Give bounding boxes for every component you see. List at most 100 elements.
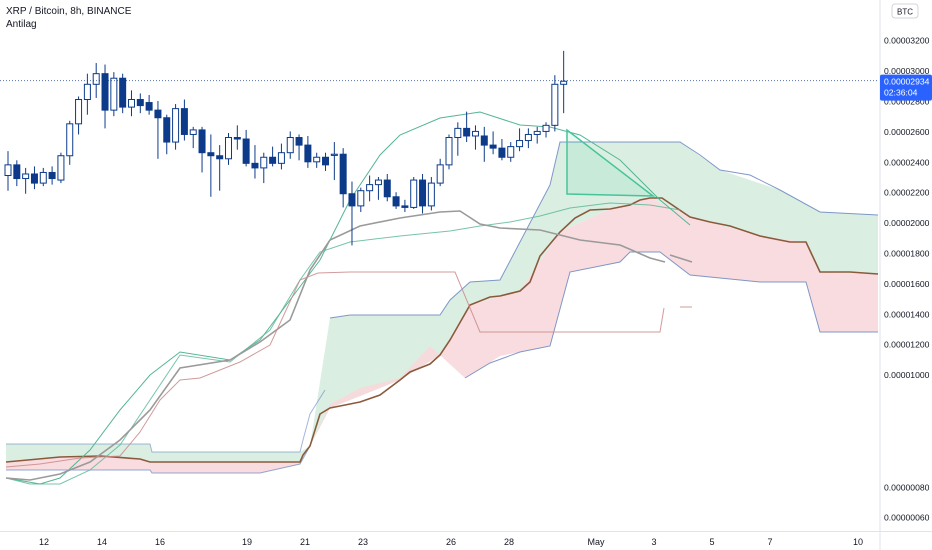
price-tag-box — [880, 74, 932, 101]
candle-bull — [374, 179, 382, 186]
candle-bear — [383, 179, 391, 198]
price-tick-label: 0.00000060 — [884, 513, 930, 523]
candle-bull — [92, 73, 100, 85]
currency-badge-label: BTC — [897, 8, 913, 17]
candle-bull — [507, 146, 515, 158]
price-tick-label: 0.00001400 — [884, 309, 930, 319]
candle-bear — [401, 205, 409, 208]
candlestick-series — [4, 50, 568, 246]
candle-bull — [127, 99, 135, 108]
kijun-line-tail — [669, 254, 693, 263]
candle-bear — [419, 179, 427, 207]
span-a-line — [5, 197, 879, 463]
time-tick-label: 19 — [242, 537, 252, 547]
price-tag-value: 0.00002934 — [884, 77, 930, 87]
candle-bear — [180, 108, 188, 135]
candle-bear — [216, 155, 224, 160]
price-tick-label: 0.00003200 — [884, 36, 930, 46]
time-tick-label: 7 — [767, 537, 772, 547]
candle-bull — [533, 130, 541, 135]
candle-bull — [286, 137, 294, 154]
time-tick-label: 16 — [155, 537, 165, 547]
candle-bear — [251, 162, 259, 169]
price-tick-label: 0.00002800 — [884, 97, 930, 107]
candle-bear — [101, 73, 109, 111]
price-tick-label: 0.00001000 — [884, 370, 930, 380]
candle-bull — [39, 171, 47, 184]
candle-bear — [489, 144, 497, 149]
time-tick-label: May — [587, 537, 605, 547]
candle-bull — [57, 155, 65, 181]
time-tick-label: 21 — [300, 537, 310, 547]
candle-bull — [357, 190, 365, 207]
candle-bull — [560, 80, 568, 85]
price-tick-label: 0.00000080 — [884, 483, 930, 493]
time-tick-label: 12 — [39, 537, 49, 547]
symbol-title[interactable]: XRP / Bitcoin, 8h, BINANCE — [6, 6, 132, 17]
time-tick-label: 5 — [709, 537, 714, 547]
candle-bull — [551, 83, 559, 126]
candle-bull — [454, 127, 462, 139]
cloud-lower-edge-early — [6, 445, 311, 474]
candle-bull — [189, 129, 197, 135]
price-tick-label: 0.00002200 — [884, 188, 930, 198]
candle-bull — [22, 173, 30, 180]
candle-bull — [313, 156, 321, 163]
candle-bull — [225, 137, 232, 160]
drawing-tools — [0, 80, 878, 197]
cloud-lower-edge — [464, 251, 878, 379]
triangle-drawing — [566, 128, 656, 197]
candle-bear — [48, 171, 56, 180]
candle-bear — [242, 138, 250, 164]
candle-bull — [4, 164, 12, 177]
candle-bear — [295, 137, 303, 146]
bull-cloud — [310, 142, 878, 446]
candle-bear — [136, 99, 144, 107]
ichimoku-cloud — [6, 142, 878, 473]
candle-bull — [277, 152, 285, 164]
currency-badge[interactable] — [891, 3, 919, 19]
time-tick-label: 28 — [504, 537, 514, 547]
upper-band — [5, 111, 691, 485]
candle-bull — [524, 133, 532, 142]
candle-bull — [516, 140, 524, 148]
time-tick-label: 26 — [446, 537, 456, 547]
kijun-line — [5, 210, 666, 481]
candle-bear — [339, 153, 347, 195]
time-tick-label: 14 — [97, 537, 107, 547]
candle-bull — [436, 164, 444, 184]
candle-bull — [471, 130, 479, 137]
candle-bear — [348, 193, 356, 207]
candle-bull — [110, 77, 118, 111]
time-axis[interactable]: 12 14 16 19 21 23 26 28 May 3 5 7 10 — [0, 531, 932, 548]
time-tick-label: 3 — [651, 537, 656, 547]
cloud-upper-edge — [329, 141, 879, 319]
indicator-lines — [5, 111, 879, 485]
candle-bear — [304, 144, 312, 163]
chikou-line — [5, 271, 665, 468]
candle-bull — [172, 108, 180, 143]
candle-bear — [163, 117, 171, 143]
price-tick-label: 0.00002000 — [884, 218, 930, 228]
price-tick-label: 0.00002600 — [884, 127, 930, 137]
candle-bull — [260, 156, 268, 169]
candle-bull — [66, 123, 74, 157]
indicator-name[interactable]: Antilag — [6, 19, 37, 30]
candle-bear — [463, 127, 471, 137]
candle-bear — [480, 135, 488, 146]
candle-bull — [427, 182, 435, 207]
time-tick-label: 23 — [358, 537, 368, 547]
candle-bear — [145, 102, 153, 111]
candle-bear — [498, 147, 506, 158]
candle-bull — [542, 124, 550, 132]
candle-bull — [75, 99, 83, 125]
price-axis[interactable]: 0.00000060 0.00000080 0.00001000 0.00001200… — [879, 0, 930, 550]
candle-bear — [269, 156, 277, 164]
candle-bear — [119, 77, 127, 108]
chart-legend: XRP / Bitcoin, 8h, BINANCE Antilag — [6, 5, 131, 31]
bull-cloud-early — [6, 444, 310, 462]
candle-bull — [330, 153, 338, 156]
price-tag-countdown: 02:36:04 — [884, 88, 918, 98]
